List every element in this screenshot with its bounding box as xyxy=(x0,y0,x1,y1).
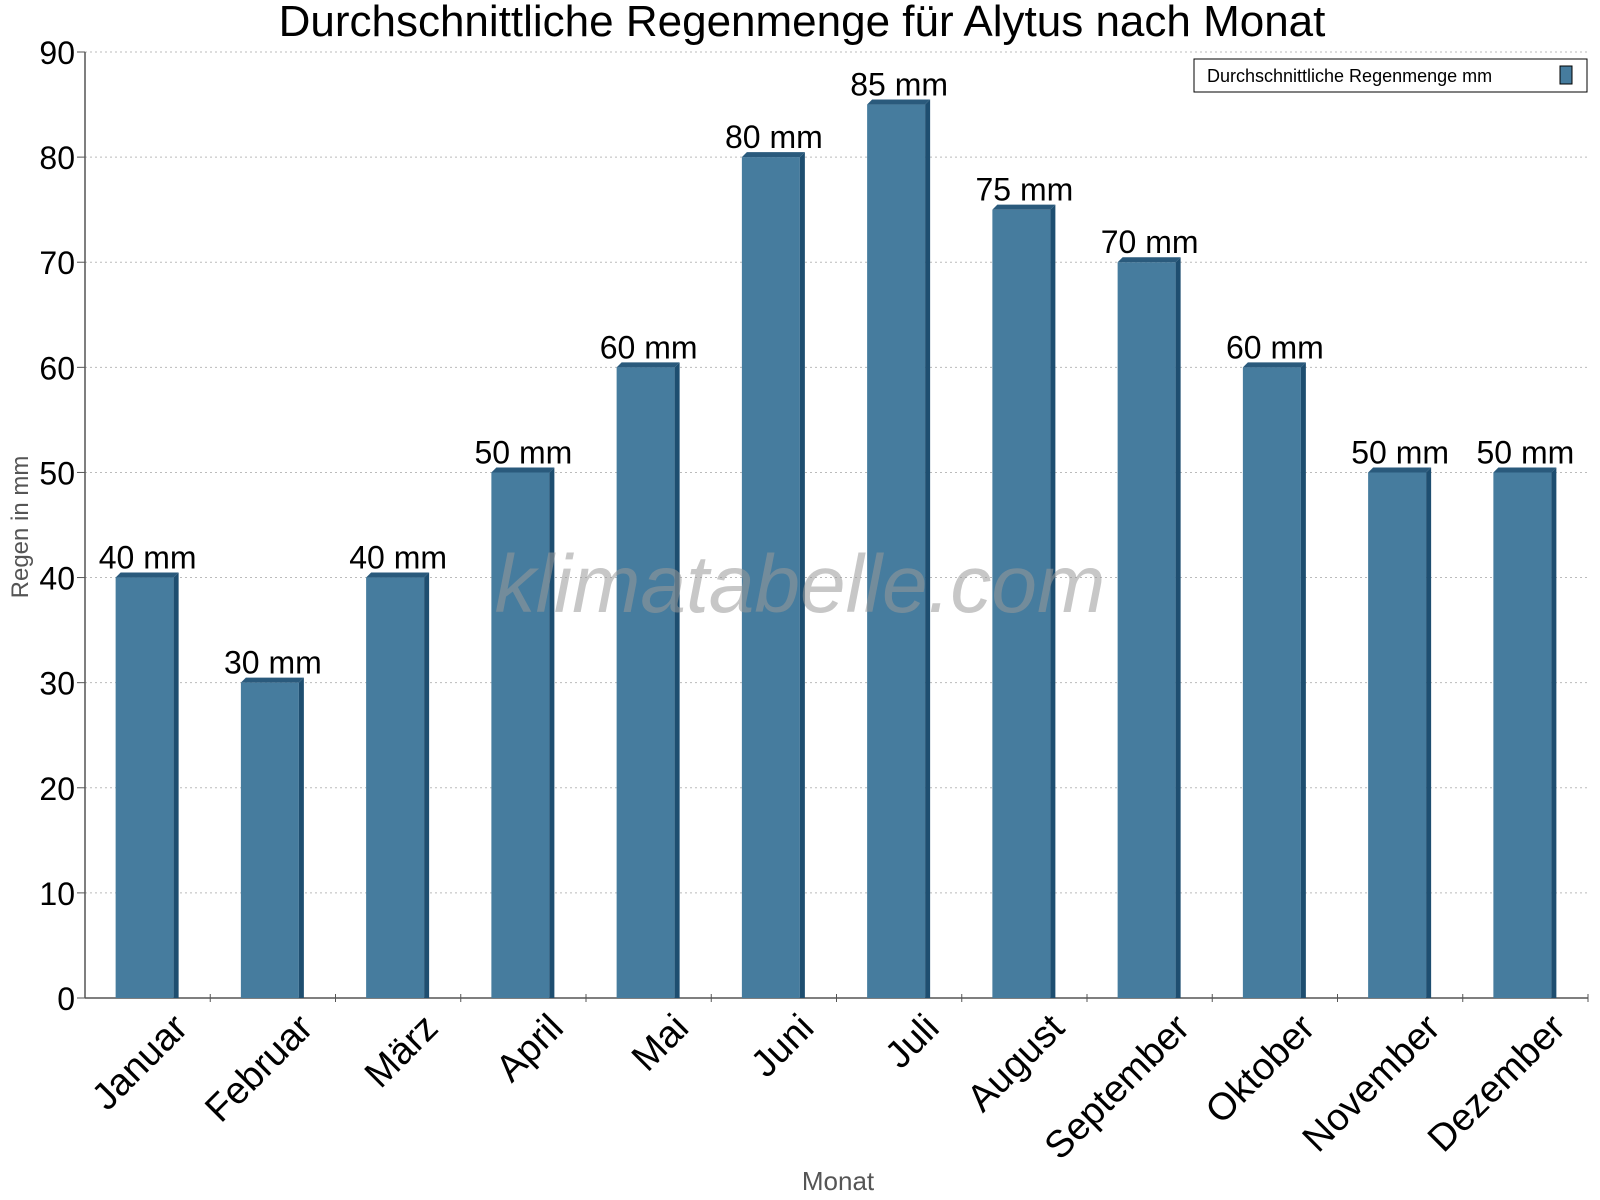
legend-swatch xyxy=(1559,65,1573,85)
bar-side xyxy=(925,99,931,999)
bar-value-label: 70 mm xyxy=(1101,224,1199,260)
y-tick-label: 30 xyxy=(39,666,75,702)
bar-value-label: 80 mm xyxy=(725,119,823,155)
y-tick-label: 40 xyxy=(39,561,75,597)
y-tick-label: 60 xyxy=(39,350,75,386)
bar-value-label: 60 mm xyxy=(1226,329,1324,365)
x-tick-label: Juli xyxy=(877,1007,947,1077)
bar-face xyxy=(1242,367,1301,998)
bar-august xyxy=(992,204,1056,998)
y-tick-labels: 0 10 20 30 40 50 60 70 80 90 xyxy=(39,35,75,1017)
x-tick-label: Dezember xyxy=(1420,1006,1574,1160)
bar-top xyxy=(1493,467,1557,473)
bar-side xyxy=(674,362,680,998)
bar-value-label: 75 mm xyxy=(975,172,1073,208)
bar-value-label: 85 mm xyxy=(850,67,948,103)
grid-lines xyxy=(85,51,1588,894)
bar-top xyxy=(616,362,680,368)
bar-value-label: 30 mm xyxy=(224,645,322,681)
x-axis-label: Monat xyxy=(802,1166,875,1196)
bar-face xyxy=(491,472,550,998)
x-tick-labels: Januar Februar März April Mai Juni Juli AugustS… xyxy=(84,1006,1574,1167)
y-tick-label: 10 xyxy=(39,876,75,912)
y-tick-label: 80 xyxy=(39,140,75,176)
bar-top xyxy=(115,572,179,578)
bar-side xyxy=(799,152,805,999)
bar-side xyxy=(1300,362,1306,998)
y-axis-label: Regen in mm xyxy=(7,456,34,599)
bar-januar xyxy=(115,572,179,998)
bar-face xyxy=(867,104,926,999)
bar-märz xyxy=(366,572,430,998)
bar-top xyxy=(491,467,555,473)
bar-value-label: 60 mm xyxy=(600,329,698,365)
x-tick-label: Mai xyxy=(624,1007,697,1080)
y-tick-label: 90 xyxy=(39,35,75,71)
y-tick-label: 50 xyxy=(39,455,75,491)
bar-value-labels: 40 mm 30 mm 40 mm 50 mm 60 mm 80 mm 85 mm 75 mm… xyxy=(99,67,1575,681)
x-tick-label: August xyxy=(959,1006,1073,1120)
bar-value-label: 50 mm xyxy=(474,434,572,470)
bar-september xyxy=(1117,257,1181,998)
bar-dezember xyxy=(1493,467,1557,998)
bar-side xyxy=(298,677,304,998)
legend-label: Durchschnittliche Regenmenge mm xyxy=(1207,66,1492,86)
bar-face xyxy=(115,577,174,998)
bar-top xyxy=(1368,467,1432,473)
bar-oktober xyxy=(1242,362,1306,998)
bar-face xyxy=(1493,472,1552,998)
legend: Durchschnittliche Regenmenge mm xyxy=(1193,58,1588,93)
bar-side xyxy=(1426,467,1432,998)
bar-value-label: 40 mm xyxy=(99,540,197,576)
x-tick-label: Januar xyxy=(84,1006,196,1118)
y-tick-label: 20 xyxy=(39,771,75,807)
watermark: klimatabelle.com xyxy=(495,539,1106,630)
bar-top xyxy=(240,677,304,683)
legend-box xyxy=(1193,58,1588,93)
chart-title: Durchschnittliche Regenmenge für Alytus … xyxy=(279,0,1326,46)
x-tick-label: März xyxy=(357,1007,446,1096)
x-tick-label: Februar xyxy=(197,1006,321,1130)
bars xyxy=(115,99,1557,999)
bar-november xyxy=(1368,467,1432,998)
bar-top xyxy=(1242,362,1306,368)
bar-face xyxy=(240,682,299,998)
bar-face xyxy=(741,157,800,999)
bar-februar xyxy=(240,677,304,998)
x-tick-label: April xyxy=(488,1007,571,1090)
bar-top xyxy=(867,99,931,105)
bar-juni xyxy=(741,152,805,999)
bar-side xyxy=(1551,467,1557,998)
bar-top xyxy=(1117,257,1181,263)
bar-side xyxy=(173,572,179,998)
bar-value-label: 50 mm xyxy=(1476,434,1574,470)
bar-face xyxy=(992,209,1051,998)
bar-mai xyxy=(616,362,680,998)
bar-top xyxy=(992,204,1056,210)
x-tick-label: Oktober xyxy=(1198,1006,1324,1132)
bar-juli xyxy=(867,99,931,999)
bar-top xyxy=(741,152,805,158)
bar-value-label: 40 mm xyxy=(349,540,447,576)
x-tick-label: Juni xyxy=(743,1007,822,1086)
axes xyxy=(77,51,1589,1002)
bar-side xyxy=(424,572,430,998)
bar-side xyxy=(549,467,555,998)
bar-face xyxy=(1117,262,1176,998)
bar-side xyxy=(1050,204,1056,998)
bar-april xyxy=(491,467,555,998)
bar-value-label: 50 mm xyxy=(1351,434,1449,470)
bar-top xyxy=(366,572,430,578)
bar-face xyxy=(366,577,425,998)
y-tick-label: 0 xyxy=(57,981,75,1017)
bar-face xyxy=(616,367,675,998)
bar-side xyxy=(1175,257,1181,998)
y-tick-label: 70 xyxy=(39,245,75,281)
bar-face xyxy=(1368,472,1427,998)
